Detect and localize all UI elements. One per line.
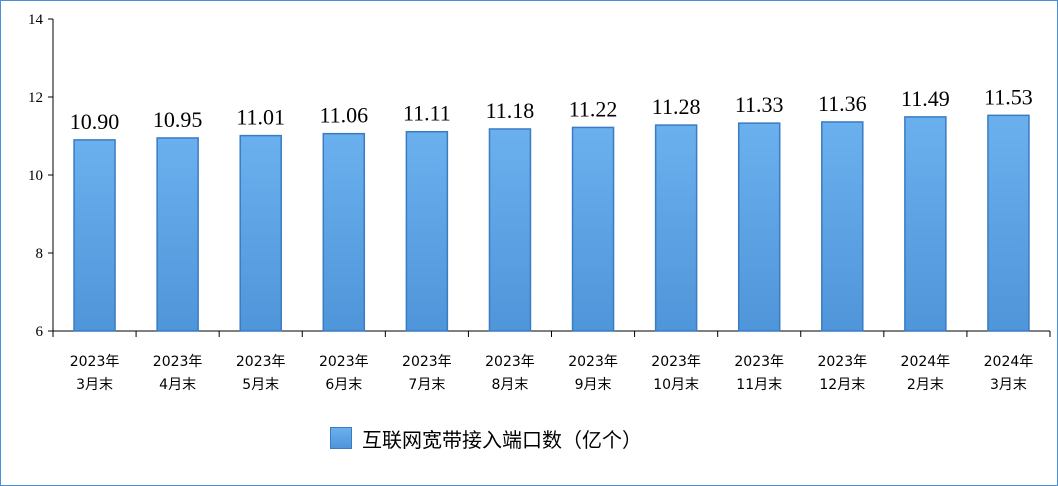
x-tick-label-month: 8月末 bbox=[491, 377, 528, 393]
bar bbox=[571, 126, 615, 332]
data-label: 11.11 bbox=[403, 101, 451, 126]
x-tick-labels: 2023年 3月末 2023年 4月末 2023年 5月末 2023年 6月末 2023年 7月末… bbox=[70, 354, 1034, 393]
y-tick-label: 14 bbox=[28, 12, 44, 28]
data-labels: 10.90 10.95 11.01 11.06 11.11 11.18 11.22 11.28… bbox=[70, 84, 1033, 134]
x-tick-label-year: 2023年 bbox=[817, 354, 867, 370]
x-tick-label-year: 2023年 bbox=[568, 354, 618, 370]
x-tick-label-month: 12月末 bbox=[819, 377, 865, 393]
axes bbox=[48, 18, 1051, 337]
bar bbox=[654, 124, 698, 332]
data-label: 10.90 bbox=[70, 109, 120, 134]
bar bbox=[737, 122, 781, 332]
bar bbox=[987, 114, 1030, 332]
data-label: 11.28 bbox=[652, 94, 701, 119]
x-tick-label-year: 2024年 bbox=[901, 354, 951, 370]
bar bbox=[405, 130, 449, 332]
y-tick-label: 12 bbox=[28, 90, 43, 106]
x-tick-label-year: 2023年 bbox=[651, 354, 701, 370]
x-tick-label-month: 7月末 bbox=[408, 377, 445, 393]
bar bbox=[239, 134, 282, 332]
x-tick-label-month: 4月末 bbox=[159, 377, 196, 393]
bars bbox=[73, 114, 1030, 332]
bar bbox=[73, 139, 116, 332]
data-label: 11.22 bbox=[569, 96, 618, 121]
legend-label: 互联网宽带接入端口数（亿个） bbox=[362, 427, 642, 452]
y-tick-label: 10 bbox=[28, 168, 43, 184]
x-tick-label-month: 10月末 bbox=[653, 377, 699, 393]
x-tick-label-month: 5月末 bbox=[242, 377, 279, 393]
x-tick-label-year: 2023年 bbox=[485, 354, 535, 370]
x-tick-label-year: 2024年 bbox=[984, 354, 1034, 370]
x-tick-label-year: 2023年 bbox=[319, 354, 369, 370]
data-label: 11.06 bbox=[319, 103, 368, 128]
x-tick-label-month: 9月末 bbox=[575, 377, 612, 393]
x-tick-label-year: 2023年 bbox=[402, 354, 452, 370]
x-tick-label-year: 2023年 bbox=[734, 354, 784, 370]
x-tick-label-month: 6月末 bbox=[325, 377, 362, 393]
x-tick-label-month: 3月末 bbox=[990, 377, 1027, 393]
data-label: 11.49 bbox=[901, 86, 950, 111]
y-tick-label: 6 bbox=[36, 324, 44, 340]
x-tick-label-month: 2月末 bbox=[907, 377, 944, 393]
data-label: 10.95 bbox=[153, 107, 203, 132]
bar bbox=[156, 137, 199, 332]
bar bbox=[821, 121, 864, 332]
x-tick-label-month: 3月末 bbox=[76, 377, 113, 393]
bar bbox=[904, 116, 947, 332]
data-label: 11.18 bbox=[486, 98, 535, 123]
y-tick-labels: 6 8 10 12 14 bbox=[28, 12, 44, 340]
y-tick-label: 8 bbox=[36, 246, 44, 262]
legend: 互联网宽带接入端口数（亿个） bbox=[330, 423, 642, 453]
bar bbox=[322, 132, 366, 332]
x-tick-label-month: 11月末 bbox=[736, 377, 782, 393]
x-tick-label-year: 2023年 bbox=[236, 354, 286, 370]
data-label: 11.33 bbox=[735, 92, 784, 117]
data-label: 11.36 bbox=[818, 91, 867, 116]
data-label: 11.53 bbox=[984, 84, 1033, 109]
x-tick-label-year: 2023年 bbox=[70, 354, 120, 370]
data-label: 11.01 bbox=[236, 105, 285, 130]
x-tick-label-year: 2023年 bbox=[153, 354, 203, 370]
legend-swatch bbox=[330, 427, 352, 449]
bar bbox=[488, 128, 532, 332]
